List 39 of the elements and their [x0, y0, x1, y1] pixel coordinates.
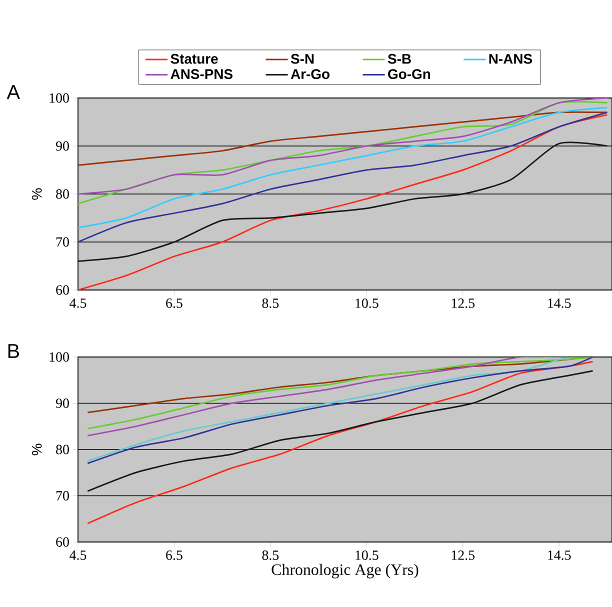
y-axis-title: %	[32, 188, 42, 200]
y-tick-label: 60	[56, 285, 69, 295]
y-tick-label: 60	[56, 537, 69, 547]
x-tick-label: 6.5	[166, 550, 182, 560]
legend-label: S-N	[290, 54, 314, 64]
legend-label: Ar-Go	[290, 69, 330, 80]
x-tick-label: 14.5	[548, 550, 571, 560]
x-tick-label: 10.5	[356, 550, 378, 560]
y-tick-label: 100	[50, 352, 69, 362]
chart-title: A	[6, 85, 20, 99]
legend-label: Go-Gn	[388, 69, 430, 80]
y-tick-label: 80	[56, 444, 69, 454]
y-tick-label: 70	[56, 491, 69, 500]
y-tick-label: 100	[50, 93, 69, 103]
x-tick-label: 12.5	[452, 298, 475, 308]
legend-label: N-ANS	[489, 54, 532, 64]
x-tick-label: 14.5	[548, 298, 571, 308]
x-tick-label: 6.5	[166, 298, 182, 308]
x-tick-label: 4.5	[70, 550, 86, 560]
y-tick-label: 80	[56, 189, 69, 199]
x-tick-label: 8.5	[262, 550, 279, 560]
legend-label: ANS-PNS	[170, 69, 233, 80]
line-series	[78, 114, 608, 290]
x-tick-label: 12.5	[452, 550, 475, 560]
y-tick-label: 70	[56, 237, 69, 247]
chart-title: B	[8, 344, 19, 358]
line-series	[78, 142, 608, 262]
line-series	[86, 360, 594, 524]
legend-label: Stature	[170, 54, 218, 64]
x-axis-title: Chronologic Age (Yrs)	[272, 564, 418, 578]
x-tick-label: 10.5	[356, 298, 378, 308]
legend-label: S-B	[388, 54, 411, 64]
x-tick-label: 4.5	[70, 298, 86, 308]
line-series	[86, 370, 594, 492]
x-tick-label: 8.5	[262, 298, 279, 308]
line-series	[78, 111, 608, 166]
y-tick-label: 90	[56, 398, 69, 408]
y-tick-label: 90	[56, 141, 69, 151]
y-axis-title: %	[32, 444, 42, 456]
